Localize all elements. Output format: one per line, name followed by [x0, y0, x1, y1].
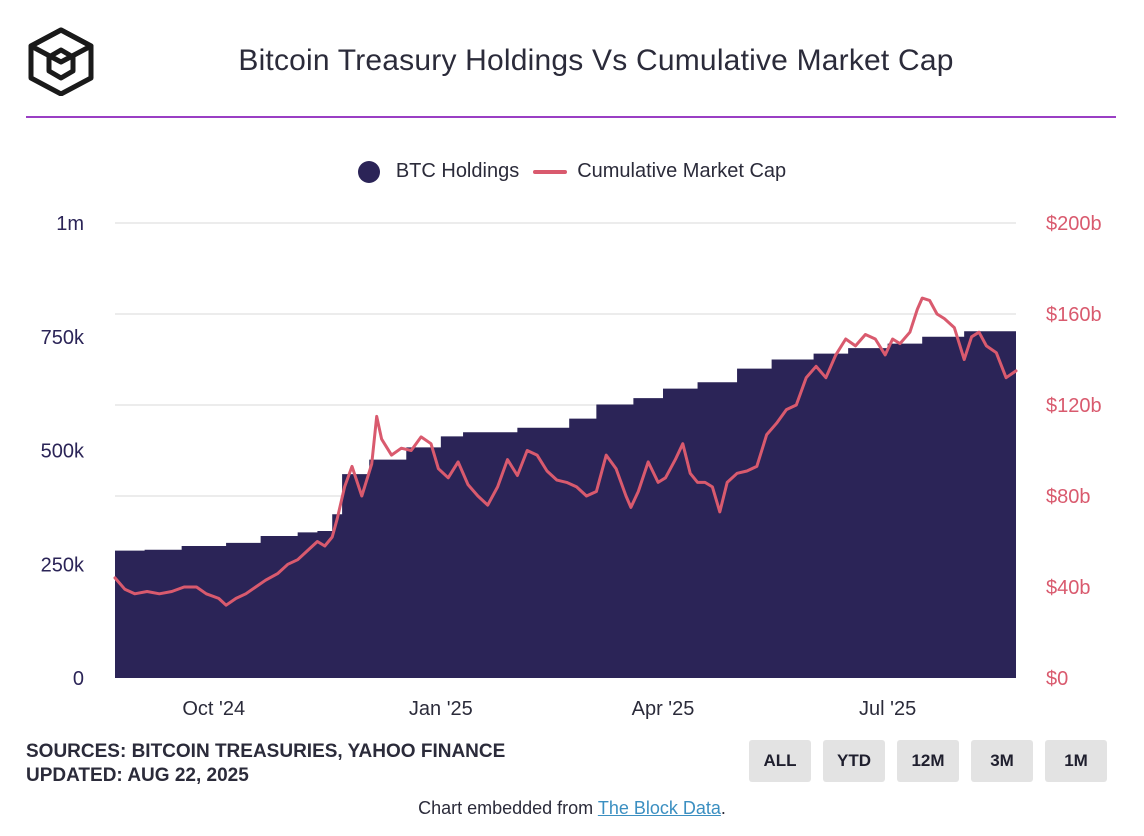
updated-text: UPDATED: AUG 22, 2025: [26, 765, 249, 786]
x-tick-label: Oct '24: [182, 698, 245, 720]
legend-item-cumulative-market-cap[interactable]: Cumulative Market Cap: [533, 160, 786, 183]
range-button-12m[interactable]: 12M: [897, 740, 959, 782]
embed-suffix: .: [720, 798, 726, 818]
y-left-tick-label: 500k: [41, 441, 85, 463]
range-button-1m[interactable]: 1M: [1045, 740, 1107, 782]
range-button-3m[interactable]: 3M: [971, 740, 1033, 782]
legend-label-cumulative-market-cap: Cumulative Market Cap: [577, 160, 787, 182]
chart-title: Bitcoin Treasury Holdings Vs Cumulative …: [238, 44, 954, 77]
y-left-tick-label: 750k: [41, 327, 85, 349]
chart-sources: SOURCES: BITCOIN TREASURIES, YAHOO FINAN…: [26, 740, 505, 788]
btc-holdings-area: [115, 325, 1016, 678]
y-right-tick-label: $200b: [1046, 213, 1102, 235]
sources-text: SOURCES: BITCOIN TREASURIES, YAHOO FINAN…: [26, 741, 506, 762]
the-block-data-link[interactable]: The Block Data: [597, 798, 721, 818]
legend-swatch-cumulative-market-cap: [533, 169, 568, 174]
embed-prefix: Chart embedded from: [418, 798, 598, 818]
chart-plot: 0 250k 500k 750k 1m $0 $40b $80b $120b $160b $200b…: [41, 213, 1102, 720]
x-tick-label: Jul '25: [859, 698, 916, 720]
cumulative-market-cap-line: [113, 296, 1018, 607]
x-tick-label: Apr '25: [632, 698, 695, 720]
title-divider: [26, 116, 1116, 118]
legend-swatch-btc-holdings: [357, 160, 380, 183]
embed-credit: Chart embedded from The Block Data.: [0, 798, 1144, 819]
y-right-tick-label: $80b: [1046, 486, 1091, 508]
y-right-tick-label: $120b: [1046, 395, 1102, 417]
y-right-tick-label: $40b: [1046, 577, 1091, 599]
y-right-tick-label: $0: [1046, 668, 1068, 690]
the-block-cube-logo-icon: [28, 27, 94, 96]
range-button-group: ALL YTD 12M 3M 1M: [749, 740, 1119, 782]
y-right-tick-label: $160b: [1046, 304, 1102, 326]
y-left-tick-label: 1m: [56, 213, 84, 235]
legend-item-btc-holdings[interactable]: BTC Holdings: [357, 160, 520, 183]
legend-label-btc-holdings: BTC Holdings: [395, 160, 520, 182]
x-tick-label: Jan '25: [409, 698, 473, 720]
range-button-ytd[interactable]: YTD: [823, 740, 885, 782]
y-left-tick-label: 0: [73, 668, 84, 690]
chart-legend: BTC Holdings Cumulative Market Cap: [0, 160, 1144, 183]
range-button-all[interactable]: ALL: [749, 740, 811, 782]
y-left-tick-label: 250k: [41, 554, 85, 576]
